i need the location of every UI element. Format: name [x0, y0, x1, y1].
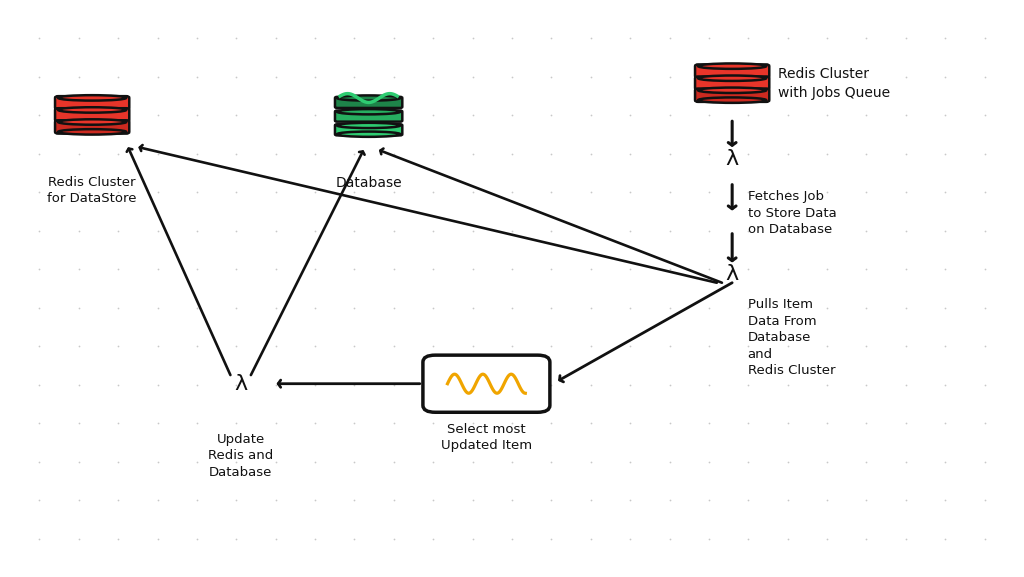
- Ellipse shape: [58, 107, 126, 113]
- Ellipse shape: [58, 119, 126, 125]
- Text: Select most
Updated Item: Select most Updated Item: [441, 422, 531, 452]
- FancyBboxPatch shape: [55, 96, 129, 110]
- Ellipse shape: [337, 123, 400, 128]
- FancyBboxPatch shape: [695, 65, 769, 78]
- Ellipse shape: [337, 132, 400, 137]
- Text: Redis Cluster
with Jobs Queue: Redis Cluster with Jobs Queue: [778, 68, 890, 100]
- FancyBboxPatch shape: [335, 111, 402, 122]
- Text: Update
Redis and
Database: Update Redis and Database: [208, 433, 273, 479]
- Text: Database: Database: [335, 176, 402, 190]
- Text: λ: λ: [726, 264, 738, 284]
- Text: λ: λ: [726, 149, 738, 168]
- FancyBboxPatch shape: [423, 355, 550, 412]
- FancyBboxPatch shape: [55, 108, 129, 122]
- Ellipse shape: [698, 88, 766, 93]
- FancyBboxPatch shape: [695, 77, 769, 90]
- Text: λ: λ: [234, 374, 247, 394]
- FancyBboxPatch shape: [55, 120, 129, 134]
- Ellipse shape: [58, 129, 126, 134]
- FancyBboxPatch shape: [695, 88, 769, 102]
- Ellipse shape: [58, 95, 126, 100]
- Text: Fetches Job
to Store Data
on Database: Fetches Job to Store Data on Database: [748, 190, 837, 237]
- Text: Redis Cluster
for DataStore: Redis Cluster for DataStore: [47, 176, 137, 205]
- FancyBboxPatch shape: [335, 124, 402, 136]
- FancyBboxPatch shape: [335, 97, 402, 108]
- Ellipse shape: [337, 95, 400, 100]
- Ellipse shape: [337, 109, 400, 114]
- Ellipse shape: [698, 76, 766, 81]
- Ellipse shape: [698, 98, 766, 103]
- Ellipse shape: [698, 63, 766, 69]
- Text: Pulls Item
Data From
Database
and
Redis Cluster: Pulls Item Data From Database and Redis …: [748, 298, 835, 377]
